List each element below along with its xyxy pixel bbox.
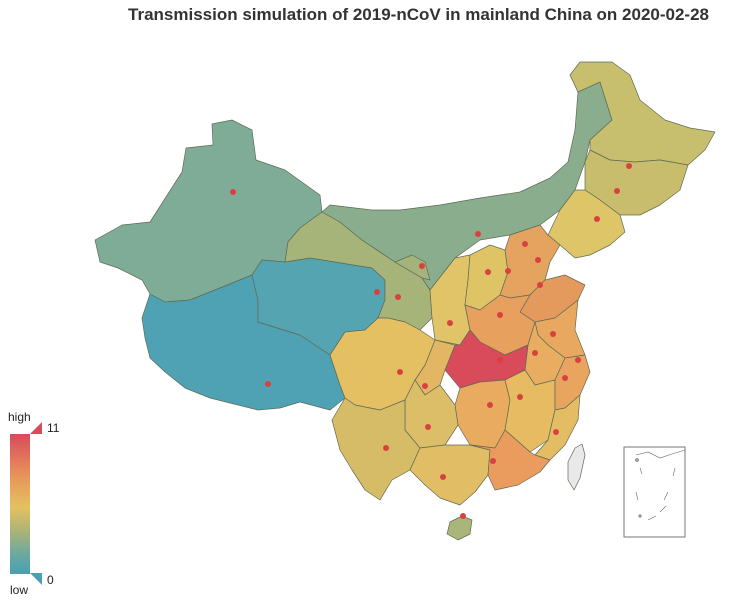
city-point-nanchang <box>517 394 523 400</box>
city-point-guangzhou <box>490 458 496 464</box>
city-point-lanzhou <box>395 294 401 300</box>
city-point-shanghai <box>575 357 581 363</box>
legend-min-handle[interactable] <box>30 573 42 585</box>
province-sichuan[interactable] <box>329 317 436 411</box>
legend-max-value: 11 <box>47 421 60 435</box>
city-point-hefei <box>532 350 538 356</box>
province-heilongjiang[interactable] <box>569 61 716 166</box>
city-point-guiyang <box>425 424 431 430</box>
map-title: Transmission simulation of 2019-nCoV in … <box>128 5 709 24</box>
city-point-zhengzhou <box>497 312 503 318</box>
city-point-tianjin <box>535 257 541 263</box>
province-ningxia[interactable] <box>394 254 431 281</box>
province-hainan[interactable] <box>446 515 473 541</box>
legend-high-label: high <box>8 410 31 424</box>
city-point-urumqi <box>230 189 236 195</box>
city-point-xian <box>447 320 453 326</box>
city-point-shijiazhuang <box>505 268 511 274</box>
city-point-kunming <box>383 445 389 451</box>
province-tibet[interactable] <box>141 274 346 411</box>
legend-max-handle[interactable] <box>30 422 42 434</box>
city-point-yinchuan <box>419 263 425 269</box>
city-point-changchun <box>614 188 620 194</box>
city-point-lhasa <box>265 381 271 387</box>
city-point-hohhot <box>475 231 481 237</box>
city-point-nanjing <box>550 331 556 337</box>
city-point-harbin <box>626 163 632 169</box>
city-point-nanning <box>440 474 446 480</box>
province-yunnan[interactable] <box>331 397 421 501</box>
legend-color-scale <box>10 434 30 574</box>
inset-islands <box>635 449 686 521</box>
legend-min-value: 0 <box>47 573 54 587</box>
legend-low-label: low <box>10 583 29 597</box>
city-point-haikou <box>460 513 466 519</box>
city-point-taiyuan <box>485 269 491 275</box>
city-points <box>230 163 632 519</box>
city-point-beijing <box>522 241 528 247</box>
province-guangdong[interactable] <box>469 429 551 491</box>
city-point-xining <box>374 289 380 295</box>
south-china-sea-inset <box>623 446 686 538</box>
city-point-fuzhou <box>553 429 559 435</box>
province-guangxi[interactable] <box>409 444 491 506</box>
island-taiwan <box>567 443 586 491</box>
city-point-wuhan <box>497 357 503 363</box>
city-point-shenyang <box>594 216 600 222</box>
city-point-jinan <box>537 282 543 288</box>
city-point-changsha <box>487 402 493 408</box>
city-point-chengdu <box>397 369 403 375</box>
city-point-chongqing <box>422 383 428 389</box>
city-point-hangzhou <box>562 375 568 381</box>
